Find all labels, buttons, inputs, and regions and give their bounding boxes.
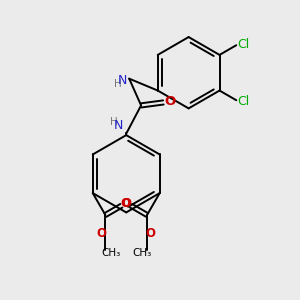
Text: H: H (114, 79, 122, 89)
Text: Cl: Cl (238, 38, 250, 50)
Text: O: O (164, 95, 175, 108)
Text: CH₃: CH₃ (101, 248, 120, 258)
Text: CH₃: CH₃ (132, 248, 151, 258)
Text: Cl: Cl (238, 95, 250, 108)
Text: O: O (146, 227, 156, 240)
Text: H: H (110, 117, 118, 127)
Text: N: N (117, 74, 127, 87)
Text: O: O (122, 197, 132, 210)
Text: O: O (121, 197, 131, 210)
Text: O: O (97, 227, 107, 240)
Text: N: N (114, 119, 123, 132)
